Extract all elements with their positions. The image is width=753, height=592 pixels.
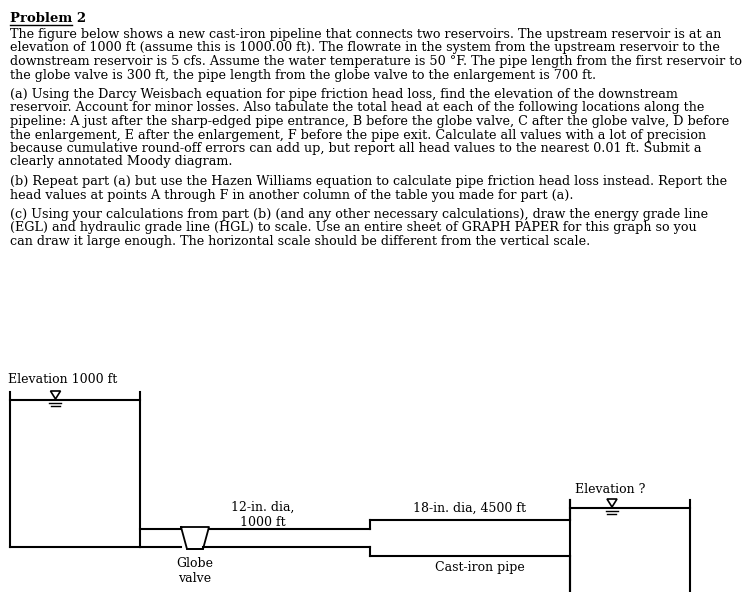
Text: The figure below shows a new cast-iron pipeline that connects two reservoirs. Th: The figure below shows a new cast-iron p…	[10, 28, 721, 41]
Text: Elevation ?: Elevation ?	[575, 483, 645, 496]
Text: clearly annotated Moody diagram.: clearly annotated Moody diagram.	[10, 156, 233, 169]
Text: Globe
valve: Globe valve	[176, 557, 214, 585]
Text: (c) Using your calculations from part (b) (and any other necessary calculations): (c) Using your calculations from part (b…	[10, 208, 708, 221]
Text: Problem 2: Problem 2	[10, 12, 86, 25]
Text: 12-in. dia,
1000 ft: 12-in. dia, 1000 ft	[231, 501, 294, 529]
Text: Elevation 1000 ft: Elevation 1000 ft	[8, 373, 117, 386]
Text: downstream reservoir is 5 cfs. Assume the water temperature is 50 °F. The pipe l: downstream reservoir is 5 cfs. Assume th…	[10, 55, 742, 68]
Text: head values at points A through F in another column of the table you made for pa: head values at points A through F in ano…	[10, 188, 574, 201]
Text: (b) Repeat part (a) but use the Hazen Williams equation to calculate pipe fricti: (b) Repeat part (a) but use the Hazen Wi…	[10, 175, 727, 188]
Text: the globe valve is 300 ft, the pipe length from the globe valve to the enlargeme: the globe valve is 300 ft, the pipe leng…	[10, 69, 596, 82]
Text: 18-in. dia, 4500 ft: 18-in. dia, 4500 ft	[413, 502, 526, 515]
Text: can draw it large enough. The horizontal scale should be different from the vert: can draw it large enough. The horizontal…	[10, 235, 590, 248]
Text: Cast-iron pipe: Cast-iron pipe	[435, 561, 525, 574]
Text: (a) Using the Darcy Weisbach equation for pipe friction head loss, find the elev: (a) Using the Darcy Weisbach equation fo…	[10, 88, 678, 101]
Text: pipeline: A just after the sharp-edged pipe entrance, B before the globe valve, : pipeline: A just after the sharp-edged p…	[10, 115, 729, 128]
Text: elevation of 1000 ft (assume this is 1000.00 ft). The flowrate in the system fro: elevation of 1000 ft (assume this is 100…	[10, 41, 720, 54]
Text: (EGL) and hydraulic grade line (HGL) to scale. Use an entire sheet of GRAPH PAPE: (EGL) and hydraulic grade line (HGL) to …	[10, 221, 697, 234]
Text: reservoir. Account for minor losses. Also tabulate the total head at each of the: reservoir. Account for minor losses. Als…	[10, 101, 704, 114]
Text: the enlargement, E after the enlargement, F before the pipe exit. Calculate all : the enlargement, E after the enlargement…	[10, 128, 706, 141]
Text: because cumulative round-off errors can add up, but report all head values to th: because cumulative round-off errors can …	[10, 142, 702, 155]
